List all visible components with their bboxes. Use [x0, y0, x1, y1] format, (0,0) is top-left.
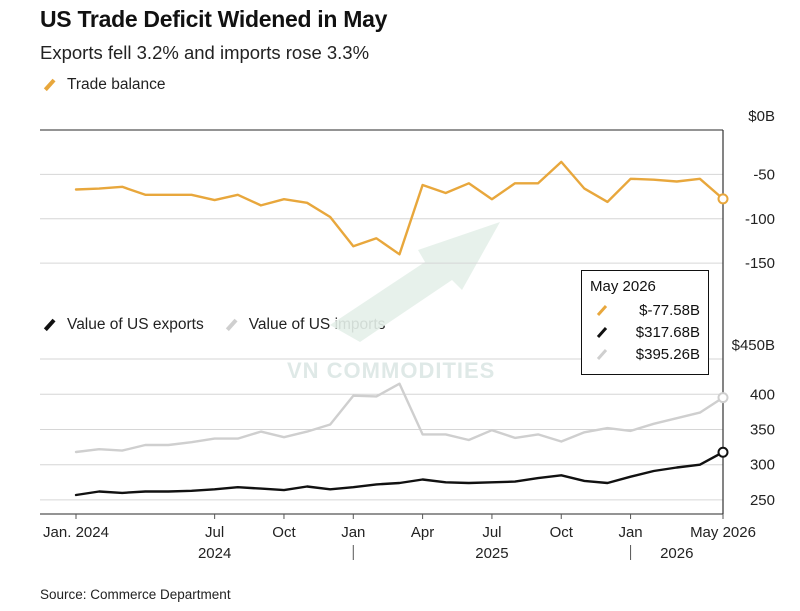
imports-line — [74, 382, 725, 454]
legend-label-exports: Value of US exports — [67, 316, 204, 333]
chart-subtitle: Exports fell 3.2% and imports rose 3.3% — [40, 42, 370, 63]
x-tick-label: Jan — [618, 524, 642, 541]
x-tick-label: Jan. 2024 — [43, 524, 109, 541]
trade-balance-end-marker — [717, 193, 729, 205]
trade-balance-line — [74, 160, 725, 256]
y-tick-label-bottom: 350 — [750, 421, 775, 438]
tooltip-row-exports: $317.68B — [590, 321, 700, 343]
x-tick-label: Jul — [205, 524, 224, 541]
tooltip-swatch-exports — [596, 326, 608, 338]
y-tick-label-top: $0B — [748, 108, 775, 125]
x-tick-label: May 2026 — [690, 524, 756, 541]
tooltip-row-imports: $395.26B — [590, 343, 700, 365]
exports-end-marker — [717, 446, 729, 458]
watermark-arrow — [330, 222, 500, 342]
y-tick-label-bottom: 300 — [750, 457, 775, 474]
x-tick-label: Oct — [272, 524, 296, 541]
hover-tooltip: May 2026 $-77.58B $317.68B $395.26B — [581, 270, 709, 375]
watermark-text: VN COMMODITIES — [287, 358, 496, 383]
y-tick-label-top: -150 — [745, 255, 775, 272]
x-tick-label: Jan — [341, 524, 365, 541]
y-tick-label-top: -50 — [753, 166, 775, 183]
year-label: 2026 — [660, 545, 693, 562]
tooltip-value-imports: $395.26B — [635, 345, 700, 363]
x-tick-label: Jul — [482, 524, 501, 541]
tooltip-row-balance: $-77.58B — [590, 299, 700, 321]
legend-item-exports: Value of US exports — [40, 316, 204, 334]
year-label: 2025 — [475, 545, 508, 562]
chart-title: US Trade Deficit Widened in May — [40, 6, 388, 32]
tooltip-title: May 2026 — [590, 278, 656, 295]
y-tick-label-bottom: $450B — [732, 337, 775, 354]
x-tick-label: Oct — [550, 524, 574, 541]
y-tick-label-top: -100 — [745, 211, 775, 228]
imports-end-marker — [717, 392, 729, 404]
exports-line — [74, 451, 725, 497]
y-tick-label-bottom: 250 — [750, 492, 775, 509]
year-label: 2024 — [198, 545, 231, 562]
x-tick-label: Apr — [411, 524, 434, 541]
top-legend: Trade balance — [40, 76, 184, 94]
source-note: Source: Commerce Department — [40, 587, 231, 602]
legend-item-trade-balance: Trade balance — [40, 76, 166, 94]
tooltip-value-exports: $317.68B — [635, 323, 700, 341]
tooltip-swatch-imports — [596, 348, 608, 360]
legend-label-trade-balance: Trade balance — [67, 76, 166, 93]
tooltip-value-balance: $-77.58B — [639, 301, 700, 319]
tooltip-swatch-balance — [596, 304, 608, 316]
y-tick-label-bottom: 400 — [750, 386, 775, 403]
